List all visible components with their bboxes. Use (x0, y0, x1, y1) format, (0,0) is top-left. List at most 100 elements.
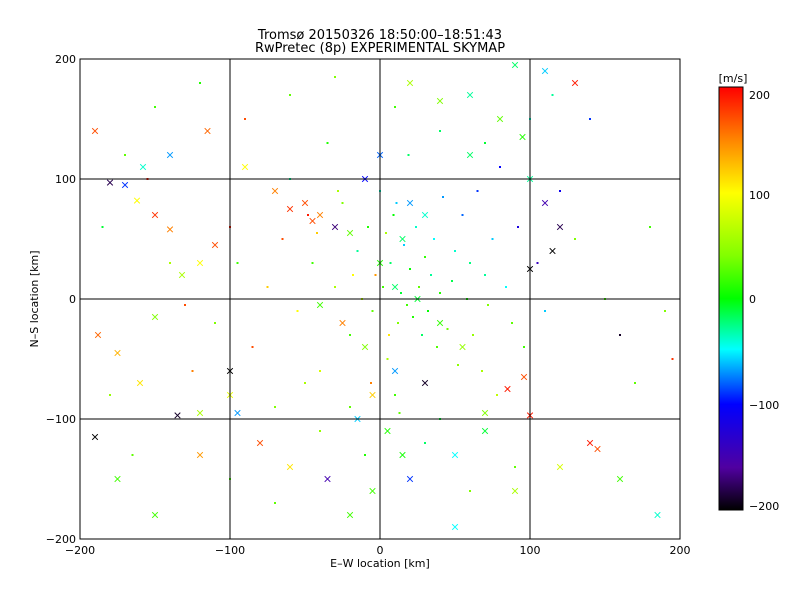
colorbar-unit-label: [m/s] (719, 72, 748, 85)
colorbar-tick-label: 100 (749, 189, 770, 202)
meteor-x-point (211, 241, 219, 249)
meteor-dot-point (400, 292, 402, 294)
meteor-dot-point (442, 196, 444, 198)
meteor-dot-point (551, 94, 554, 96)
meteor-x-point (178, 271, 186, 279)
meteor-dot-point (634, 382, 636, 384)
meteor-dot-point (421, 334, 423, 336)
meteor-x-point (139, 163, 147, 171)
meteor-dot-point (523, 346, 525, 348)
meteor-dot-point (169, 262, 171, 264)
meteor-x-point (114, 349, 121, 357)
meteor-x-point (406, 79, 414, 87)
meteor-x-point (174, 412, 181, 419)
meteor-dot-point (184, 304, 186, 306)
meteor-dot-point (281, 238, 284, 240)
meteor-dot-point (514, 466, 516, 468)
meteor-x-point (421, 211, 429, 219)
meteor-x-point (91, 433, 99, 441)
meteor-x-point (196, 409, 204, 417)
meteor-x-point (204, 127, 211, 135)
meteor-dot-point (389, 262, 392, 264)
meteor-dot-point (349, 406, 351, 408)
meteor-dot-point (395, 202, 398, 204)
meteor-dot-point (154, 106, 156, 108)
meteor-x-point (316, 211, 324, 219)
meteor-dot-point (385, 232, 387, 234)
meteor-dot-point (487, 304, 489, 306)
y-axis-label: N–S location [km] (28, 250, 41, 347)
meteor-dot-point (367, 226, 369, 228)
meteor-x-point (106, 179, 114, 186)
meteor-dot-point (436, 346, 438, 348)
meteor-dot-point (398, 412, 401, 414)
meteor-dot-point (370, 382, 372, 384)
meteor-dot-point (424, 256, 426, 258)
meteor-dot-point (109, 394, 111, 396)
chart-title: Tromsø 20150326 18:50:00–18:51:43 (257, 28, 502, 43)
meteor-dot-point (472, 334, 474, 336)
meteor-x-point (166, 226, 174, 233)
meteor-x-point (519, 133, 526, 141)
meteor-dot-point (334, 286, 336, 288)
meteor-dot-point (544, 310, 546, 312)
meteor-dot-point (559, 190, 561, 192)
meteor-dot-point (371, 310, 374, 312)
meteor-dot-point (341, 202, 344, 204)
meteor-dot-point (394, 106, 396, 108)
meteor-dot-point (496, 394, 498, 396)
meteor-x-point (406, 475, 414, 483)
meteor-x-point (541, 67, 549, 75)
meteor-x-point (324, 475, 331, 483)
meteor-dot-point (491, 238, 494, 240)
meteor-dot-point (517, 226, 519, 228)
meteor-dot-point (418, 286, 420, 288)
meteor-dot-point (352, 274, 354, 276)
meteor-x-point (94, 331, 102, 339)
meteor-x-point (151, 313, 159, 321)
meteor-x-point (511, 487, 519, 495)
meteor-dot-point (392, 214, 395, 216)
meteor-x-point (369, 391, 376, 399)
meteor-dot-point (406, 304, 408, 306)
meteor-dot-point (433, 238, 435, 240)
meteor-dot-point (536, 262, 539, 264)
meteor-dot-point (412, 316, 414, 318)
meteor-dot-point (101, 226, 104, 228)
meteor-dot-point (266, 286, 269, 288)
meteor-x-point (496, 115, 504, 123)
meteor-dot-point (476, 190, 479, 192)
meteor-x-point (384, 427, 391, 435)
x-tick-label: 100 (520, 544, 541, 557)
meteor-dot-point (374, 274, 377, 276)
meteor-x-point (121, 181, 129, 189)
meteor-dot-point (451, 280, 453, 282)
meteor-x-point (361, 343, 369, 351)
meteor-x-point (520, 373, 528, 381)
meteor-dot-point (214, 322, 216, 324)
meteor-x-point (91, 127, 99, 135)
meteor-dot-point (454, 250, 456, 252)
x-tick-label: 0 (377, 544, 384, 557)
meteor-x-point (369, 487, 376, 495)
meteor-x-point (286, 205, 294, 213)
meteor-dot-point (499, 166, 501, 168)
meteor-dot-point (461, 214, 464, 216)
meteor-x-point (234, 409, 241, 417)
meteor-dot-point (311, 262, 314, 264)
meteor-x-point (541, 199, 549, 207)
meteor-dot-point (191, 370, 194, 372)
meteor-x-point (549, 247, 556, 255)
meteor-dot-point (403, 244, 405, 246)
meteor-x-point (301, 199, 309, 207)
meteor-x-point (481, 427, 489, 435)
meteor-dot-point (382, 286, 384, 288)
meteor-x-point (436, 97, 444, 105)
meteor-x-point (406, 199, 414, 207)
meteor-x-point (654, 511, 661, 519)
meteor-x-point (451, 451, 459, 459)
meteor-x-point (339, 319, 346, 327)
meteor-dot-point (430, 274, 432, 276)
meteor-dot-point (274, 406, 276, 408)
